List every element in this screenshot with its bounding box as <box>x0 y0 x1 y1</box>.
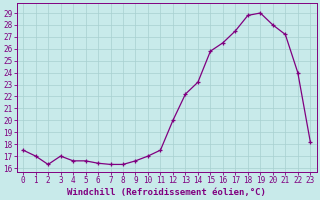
X-axis label: Windchill (Refroidissement éolien,°C): Windchill (Refroidissement éolien,°C) <box>67 188 266 197</box>
